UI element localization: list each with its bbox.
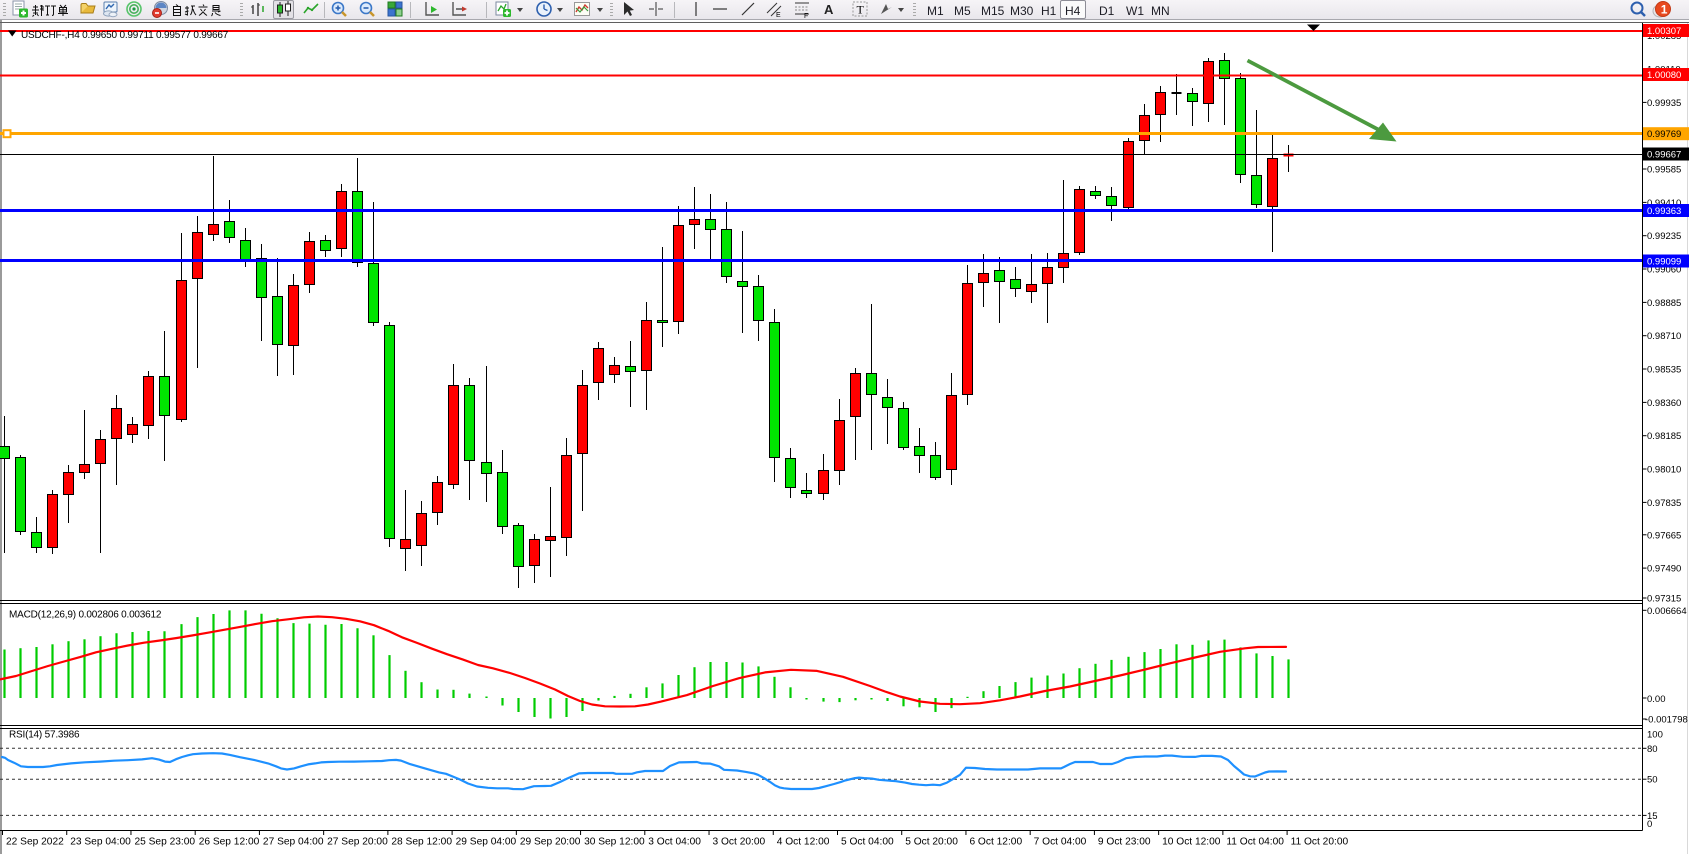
svg-text:0.99410: 0.99410: [1647, 198, 1681, 209]
svg-text:1.00307: 1.00307: [1647, 26, 1681, 37]
svg-text:23 Sep 04:00: 23 Sep 04:00: [70, 837, 131, 848]
svg-text:1: 1: [1661, 3, 1668, 17]
svg-text:50: 50: [1647, 775, 1658, 786]
svg-text:0.98360: 0.98360: [1647, 398, 1681, 409]
svg-text:11 Oct 04:00: 11 Oct 04:00: [1226, 837, 1284, 848]
svg-text:0.006664: 0.006664: [1647, 606, 1687, 617]
svg-text:0.97315: 0.97315: [1647, 594, 1681, 605]
svg-text:0.99667: 0.99667: [1647, 150, 1681, 161]
svg-text:4 Oct 12:00: 4 Oct 12:00: [777, 837, 830, 848]
svg-text:6 Oct 12:00: 6 Oct 12:00: [969, 837, 1022, 848]
svg-text:3 Oct 04:00: 3 Oct 04:00: [648, 837, 701, 848]
svg-text:30 Sep 12:00: 30 Sep 12:00: [584, 837, 645, 848]
svg-text:1.00080: 1.00080: [1647, 70, 1681, 81]
svg-text:USDCHF-,H4 0.99650 0.99711 0.: USDCHF-,H4 0.99650 0.99711 0.99577 0.996…: [21, 30, 229, 41]
svg-text:27 Sep 20:00: 27 Sep 20:00: [327, 837, 388, 848]
svg-text:0.98185: 0.98185: [1647, 431, 1681, 442]
svg-text:0.99060: 0.99060: [1647, 265, 1681, 276]
svg-text:5 Oct 04:00: 5 Oct 04:00: [841, 837, 894, 848]
svg-text:11 Oct 20:00: 11 Oct 20:00: [1291, 837, 1349, 848]
svg-text:0.99935: 0.99935: [1647, 98, 1681, 109]
svg-text:22 Sep 2022: 22 Sep 2022: [6, 837, 64, 848]
svg-text:0.98710: 0.98710: [1647, 331, 1681, 342]
svg-text:3 Oct 20:00: 3 Oct 20:00: [713, 837, 766, 848]
svg-text:0: 0: [1647, 819, 1652, 830]
svg-text:0.00: 0.00: [1647, 694, 1666, 705]
svg-text:0.97665: 0.97665: [1647, 530, 1681, 541]
svg-text:-0.001798: -0.001798: [1645, 714, 1688, 725]
svg-text:7 Oct 04:00: 7 Oct 04:00: [1034, 837, 1087, 848]
svg-text:27 Sep 04:00: 27 Sep 04:00: [263, 837, 324, 848]
svg-text:0.98885: 0.98885: [1647, 298, 1681, 309]
svg-text:0.99099: 0.99099: [1647, 257, 1681, 268]
svg-text:RSI(14) 57.3986: RSI(14) 57.3986: [9, 730, 80, 741]
svg-text:29 Sep 04:00: 29 Sep 04:00: [456, 837, 517, 848]
svg-text:T: T: [857, 3, 865, 17]
svg-text:28 Sep 12:00: 28 Sep 12:00: [391, 837, 452, 848]
svg-text:25 Sep 23:00: 25 Sep 23:00: [134, 837, 195, 848]
svg-text:15: 15: [1647, 811, 1658, 822]
svg-text:0.99363: 0.99363: [1647, 206, 1681, 217]
svg-text:9 Oct 23:00: 9 Oct 23:00: [1098, 837, 1151, 848]
svg-text:26 Sep 12:00: 26 Sep 12:00: [199, 837, 260, 848]
svg-text:0.99235: 0.99235: [1647, 231, 1681, 242]
svg-text:100: 100: [1647, 729, 1663, 740]
svg-text:MACD(12,26,9) 0.002806 0.00361: MACD(12,26,9) 0.002806 0.003612: [9, 610, 162, 621]
svg-text:10 Oct 12:00: 10 Oct 12:00: [1162, 837, 1221, 848]
svg-text:0.98535: 0.98535: [1647, 365, 1681, 376]
svg-text:80: 80: [1647, 744, 1658, 755]
svg-text:0.97490: 0.97490: [1647, 564, 1681, 575]
svg-text:5 Oct 20:00: 5 Oct 20:00: [905, 837, 958, 848]
svg-text:F: F: [804, 13, 808, 20]
svg-text:0.99585: 0.99585: [1647, 165, 1681, 176]
svg-text:0.98010: 0.98010: [1647, 465, 1681, 476]
svg-text:29 Sep 20:00: 29 Sep 20:00: [520, 837, 581, 848]
svg-text:0.99769: 0.99769: [1647, 129, 1681, 140]
svg-text:E: E: [776, 12, 781, 19]
svg-text:0.97835: 0.97835: [1647, 498, 1681, 509]
